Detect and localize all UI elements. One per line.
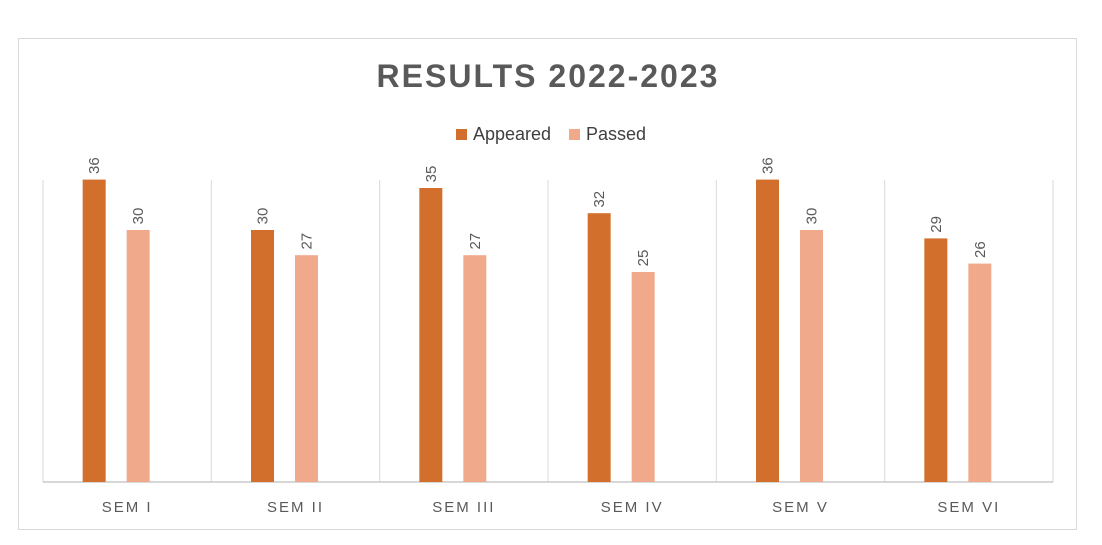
data-label-passed: 30 bbox=[130, 208, 147, 225]
legend-label-passed: Passed bbox=[586, 124, 647, 144]
data-label-appeared: 30 bbox=[255, 208, 272, 225]
bar-appeared-sem-v bbox=[756, 179, 779, 482]
bar-appeared-sem-vi bbox=[924, 238, 948, 482]
bar-passed-sem-vi bbox=[968, 263, 992, 482]
data-label-appeared: 32 bbox=[591, 191, 608, 208]
legend-swatch-appeared bbox=[455, 129, 467, 140]
data-label-appeared: 36 bbox=[86, 157, 103, 174]
bar-passed-sem-ii bbox=[295, 255, 318, 482]
data-label-appeared: 29 bbox=[928, 216, 945, 233]
data-label-passed: 30 bbox=[804, 208, 821, 225]
bar-appeared-sem-iv bbox=[587, 213, 611, 482]
bar-passed-sem-iii bbox=[463, 255, 487, 482]
legend-swatch-passed bbox=[569, 129, 581, 140]
bar-appeared-sem-ii bbox=[251, 230, 274, 482]
x-tick-label: SEM VI bbox=[937, 499, 1000, 516]
data-label-appeared: 36 bbox=[760, 157, 777, 174]
x-tick-label: SEM II bbox=[267, 499, 324, 516]
x-tick-label: SEM IV bbox=[601, 499, 664, 516]
bar-appeared-sem-i bbox=[82, 179, 106, 482]
bar-passed-sem-i bbox=[126, 230, 150, 482]
x-tick-label: SEM V bbox=[772, 499, 829, 516]
bar-appeared-sem-iii bbox=[419, 188, 443, 482]
x-tick-label: SEM III bbox=[432, 499, 495, 516]
data-label-passed: 26 bbox=[972, 241, 989, 258]
legend-label-appeared: Appeared bbox=[472, 124, 552, 144]
bar-passed-sem-iv bbox=[631, 272, 655, 482]
data-label-passed: 25 bbox=[635, 250, 652, 267]
x-tick-label: SEM I bbox=[102, 499, 153, 516]
data-label-passed: 27 bbox=[467, 233, 484, 250]
bar-passed-sem-v bbox=[800, 230, 823, 482]
data-label-appeared: 35 bbox=[423, 166, 440, 183]
legend-item-appeared: Appeared bbox=[455, 124, 552, 145]
chart-legend: Appeared Passed bbox=[0, 124, 1102, 145]
legend-item-passed: Passed bbox=[569, 124, 646, 145]
chart-title: RESULTS 2022-2023 bbox=[376, 58, 720, 94]
data-label-passed: 27 bbox=[299, 233, 316, 250]
